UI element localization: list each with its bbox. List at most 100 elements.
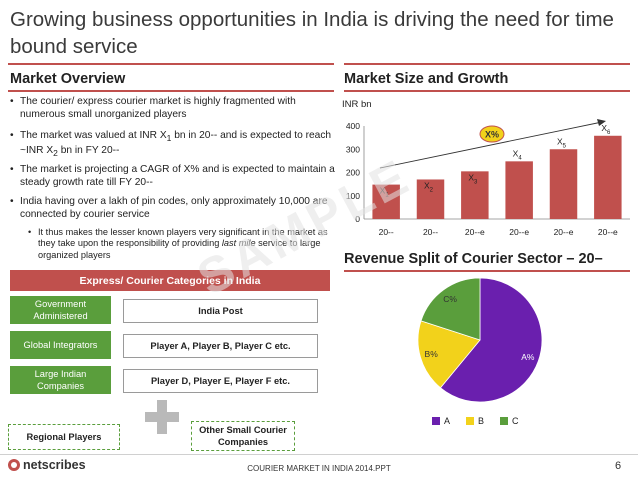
bar-label-main: X <box>468 172 474 182</box>
footer-document-name: COURIER MARKET IN INDIA 2014.PPT <box>247 464 391 473</box>
revenue-split-heading: Revenue Split of Courier Sector – 20– <box>344 251 603 267</box>
pie-slice-label: C% <box>443 294 457 304</box>
x-tick-label: 20--e <box>598 227 618 237</box>
netscribes-logo: netscribes <box>8 458 86 472</box>
market-overview-bullets: The courier/ express courier market is h… <box>10 96 335 266</box>
cagr-arrow-line <box>379 121 603 169</box>
sub-bullet-text-b: service to large organized players <box>38 238 321 260</box>
cagr-label: X% <box>485 130 499 140</box>
chart-bars <box>372 135 622 219</box>
x-tick-label: 20--e <box>554 227 574 237</box>
category-india-post: India Post <box>123 299 318 323</box>
y-tick-label: 400 <box>346 121 360 131</box>
bullet-cagr: The market is projecting a CAGR of X% an… <box>10 164 338 189</box>
legend-swatch <box>432 417 440 425</box>
bar-label-main: X <box>513 148 519 158</box>
bar-label-sub: 4 <box>518 155 522 161</box>
page-number: 6 <box>615 460 622 472</box>
bar-label-sub: 3 <box>474 179 478 185</box>
section-divider-right <box>344 63 630 65</box>
bar-label-sub: 1 <box>385 193 389 199</box>
bar-label: X2 <box>424 180 434 193</box>
bullet-valuation-text-c: bn in FY 20-- <box>57 144 120 156</box>
category-global-players: Player A, Player B, Player C etc. <box>123 334 318 358</box>
legend-label: C <box>512 416 519 426</box>
legend-swatch <box>466 417 474 425</box>
category-regional-players: Regional Players <box>8 424 120 450</box>
footer-divider <box>0 454 638 455</box>
bullet-pin-codes: India having over a lakh of pin codes, o… <box>10 196 338 221</box>
logo-text: netscribes <box>23 458 86 472</box>
x-tick-label: 20-- <box>379 227 394 237</box>
market-overview-heading: Market Overview <box>10 71 126 87</box>
category-government: Government Administered <box>10 296 111 324</box>
pie-slices <box>417 277 543 403</box>
bar <box>549 149 578 219</box>
y-tick-label: 0 <box>355 214 360 224</box>
legend-label: A <box>444 416 450 426</box>
pie-slice-label: A% <box>521 352 535 362</box>
chart-x-ticks: 20-- 20-- 20--e 20--e 20--e 20--e <box>379 227 618 237</box>
legend-label: B <box>478 416 484 426</box>
logo-mark-icon <box>8 459 20 471</box>
category-global: Global Integrators <box>10 331 111 359</box>
sub-bullet-text-a: It thus makes the lesser known players v… <box>38 227 328 249</box>
bar <box>594 135 622 219</box>
pie-slice <box>439 277 543 403</box>
bar-label: X1 <box>380 186 390 199</box>
bar-label: X6 <box>601 123 611 136</box>
y-tick-label: 300 <box>346 144 360 154</box>
chart-y-ticks: 0 100 200 300 400 <box>346 121 360 224</box>
sub-bullet-last-mile: It thus makes the lesser known players v… <box>28 227 338 261</box>
bar-label: X4 <box>513 148 523 161</box>
sub-bullet-italic: last mile <box>221 238 256 249</box>
x-tick-label: 20--e <box>509 227 529 237</box>
x-tick-label: 20-- <box>423 227 438 237</box>
bar-label-main: X <box>424 180 430 190</box>
bullet-fragmented: The courier/ express courier market is h… <box>10 96 338 121</box>
bullet-valuation-sub1: 1 <box>166 133 172 144</box>
pie-slice <box>417 320 481 389</box>
page-title: Growing business opportunities in India … <box>10 8 614 58</box>
market-size-heading: Market Size and Growth <box>344 71 509 87</box>
pie-legend: A B C <box>432 416 519 426</box>
bar <box>505 161 533 219</box>
bar <box>372 184 400 219</box>
bar-label-main: X <box>601 123 607 133</box>
legend-swatch <box>500 417 508 425</box>
cagr-badge <box>479 125 505 143</box>
bar <box>461 171 489 219</box>
bar-label-main: X <box>557 136 563 146</box>
bar-label-sub: 5 <box>563 143 567 149</box>
categories-header: Express/ Courier Categories in India <box>10 270 330 291</box>
heading-underline-pie <box>344 270 630 272</box>
plus-icon <box>145 400 179 434</box>
chart-unit-label: INR bn <box>342 99 372 110</box>
x-tick-label: 20--e <box>465 227 485 237</box>
pie-slice <box>420 277 481 341</box>
bar-label: X3 <box>468 172 478 185</box>
category-large-indian-players: Player D, Player E, Player F etc. <box>123 369 318 393</box>
heading-underline-left <box>8 90 334 92</box>
bullet-valuation: The market was valued at INR X1 bn in 20… <box>10 130 338 159</box>
cagr-arrow-head-icon <box>597 119 606 126</box>
pie-slice-labels: A% B% C% <box>425 294 535 362</box>
category-other-small: Other Small Courier Companies <box>191 421 295 451</box>
bullet-valuation-text-a: The market was valued at INR X <box>20 130 167 141</box>
bullet-valuation-text-b: bn in 20-- and is expected to reach ~INR… <box>20 130 332 156</box>
heading-underline-right <box>344 90 630 92</box>
bar-label-sub: 2 <box>430 187 434 193</box>
pie-slice-label: B% <box>425 349 439 359</box>
y-tick-label: 200 <box>346 168 360 178</box>
bar-label: X5 <box>557 136 567 149</box>
category-large-indian: Large Indian Companies <box>10 366 111 394</box>
bar-label-main: X <box>380 186 386 196</box>
bullet-valuation-sub2: 2 <box>53 147 58 158</box>
y-tick-label: 100 <box>346 191 360 201</box>
section-divider-left <box>8 63 334 65</box>
revenue-pie-chart: A% B% C% A B C <box>417 277 543 426</box>
plus-icon-horizontal <box>145 412 179 422</box>
bar <box>416 179 445 219</box>
